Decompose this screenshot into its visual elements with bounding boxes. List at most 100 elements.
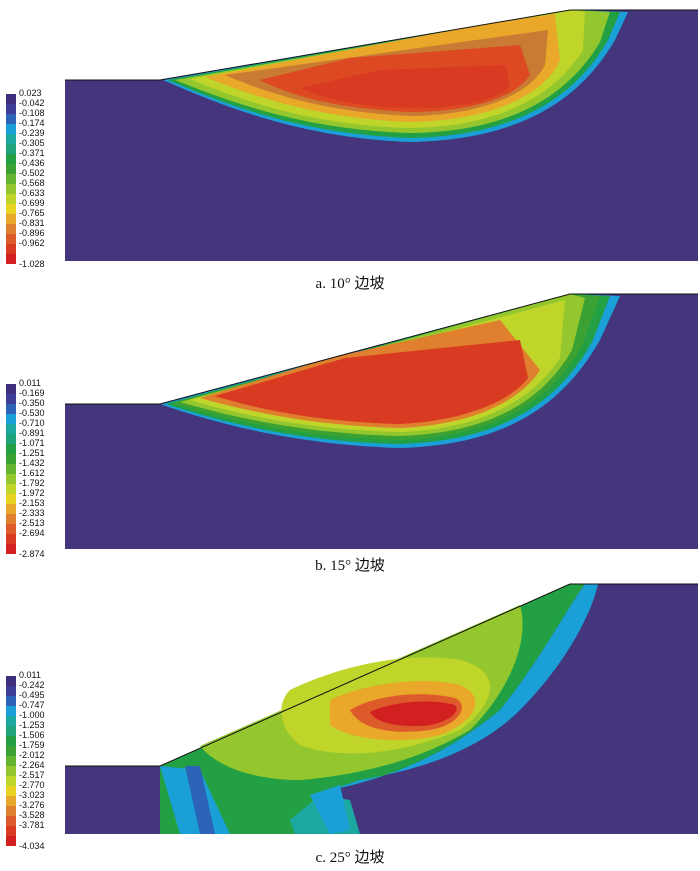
legend-row: -0.710 — [6, 418, 76, 435]
legend-swatch — [6, 464, 16, 474]
legend-row: -0.305 — [6, 138, 76, 155]
legend-swatch — [6, 524, 16, 534]
legend-swatch — [6, 114, 16, 124]
legend-row: -2.874-2.874 — [6, 544, 76, 559]
legend-swatch — [6, 234, 16, 244]
legend-row: -2.012 — [6, 750, 76, 767]
legend-label: 0.011 — [19, 670, 41, 680]
legend-swatch — [6, 184, 16, 194]
legend-swatch — [6, 504, 16, 514]
legend-label: -2.264 — [19, 760, 45, 770]
legend-label: -0.502 — [19, 168, 45, 178]
legend-label: -0.831 — [19, 218, 45, 228]
legend-row: 0.011 — [6, 670, 76, 687]
caption-b: b. 15° 边坡 — [315, 558, 385, 574]
legend-row: -0.502 — [6, 168, 76, 185]
legend-row: -4.034-4.034 — [6, 836, 76, 851]
legend-swatch — [6, 756, 16, 766]
legend-label: -0.174 — [19, 118, 45, 128]
legend-label: -0.896 — [19, 228, 45, 238]
legend-row: -0.831 — [6, 218, 76, 235]
legend-swatch — [6, 414, 16, 424]
contour-plot-c — [65, 583, 698, 834]
legend-row: -1.506 — [6, 730, 76, 747]
legend-swatch — [6, 796, 16, 806]
legend-label: -0.633 — [19, 188, 45, 198]
legend-row: 0.011 — [6, 378, 76, 395]
legend-row: -1.759 — [6, 740, 76, 757]
legend-label: -1.432 — [19, 458, 45, 468]
legend-label: -0.765 — [19, 208, 45, 218]
legend-swatch — [6, 494, 16, 504]
contour-plot-a — [65, 9, 698, 261]
legend-label: -3.528 — [19, 810, 45, 820]
legend-label: -2.770 — [19, 780, 45, 790]
legend-label: -0.305 — [19, 138, 45, 148]
caption-c: c. 25° 边坡 — [315, 850, 385, 866]
legend-row: -0.633 — [6, 188, 76, 205]
legend-row: -0.371 — [6, 148, 76, 165]
legend-row: -0.699 — [6, 198, 76, 215]
legend-swatch — [6, 484, 16, 494]
legend-row: -1.071 — [6, 438, 76, 455]
legend-row: -1.253 — [6, 720, 76, 737]
legend-swatch — [6, 424, 16, 434]
legend-label: -1.506 — [19, 730, 45, 740]
legend-label: -0.530 — [19, 408, 45, 418]
legend-label: -0.891 — [19, 428, 45, 438]
legend-row: -0.242 — [6, 680, 76, 697]
legend-row: -0.169 — [6, 388, 76, 405]
legend-label: -0.568 — [19, 178, 45, 188]
legend-swatch — [6, 726, 16, 736]
legend-row: -0.495 — [6, 690, 76, 707]
legend-row: -2.513 — [6, 518, 76, 535]
legend-row: -3.023 — [6, 790, 76, 807]
legend-row: -0.174 — [6, 118, 76, 135]
legend-swatch — [6, 766, 16, 776]
legend-row: -1.612 — [6, 468, 76, 485]
legend-swatch — [6, 534, 16, 544]
legend-label: -2.513 — [19, 518, 45, 528]
legend-label: -1.251 — [19, 448, 45, 458]
legend-row: -2.333 — [6, 508, 76, 525]
legend-swatch — [6, 434, 16, 444]
legend-row: -0.962 — [6, 238, 76, 255]
legend-swatch — [6, 776, 16, 786]
legend-label: -2.694 — [19, 528, 45, 538]
legend-label: -0.108 — [19, 108, 45, 118]
legend-swatch — [6, 404, 16, 414]
legend-label: -0.962 — [19, 238, 45, 248]
legend-label: -0.495 — [19, 690, 45, 700]
legend-row: -0.568 — [6, 178, 76, 195]
legend-swatch — [6, 786, 16, 796]
legend-swatch — [6, 836, 16, 846]
legend-label: -0.710 — [19, 418, 45, 428]
legend-label: -0.042 — [19, 98, 45, 108]
legend-swatch — [6, 164, 16, 174]
legend-row: -0.765 — [6, 208, 76, 225]
legend-label: -1.759 — [19, 740, 45, 750]
legend-label: -0.242 — [19, 680, 45, 690]
legend-swatch — [6, 676, 16, 686]
legend-row: -2.517 — [6, 770, 76, 787]
legend-swatch — [6, 224, 16, 234]
legend-swatch — [6, 544, 16, 554]
legend-label: -2.874 — [19, 549, 45, 559]
legend-label: -1.071 — [19, 438, 45, 448]
legend-swatch — [6, 254, 16, 264]
legend-row: -1.000 — [6, 710, 76, 727]
legend-swatch — [6, 706, 16, 716]
legend-row: -2.770 — [6, 780, 76, 797]
legend-swatch — [6, 716, 16, 726]
legend-swatch — [6, 514, 16, 524]
legend-row: -1.792 — [6, 478, 76, 495]
legend-label: -4.034 — [19, 841, 45, 851]
legend-swatch — [6, 194, 16, 204]
legend-row: 0.023 — [6, 88, 76, 105]
legend-swatch — [6, 806, 16, 816]
legend-row: -1.251 — [6, 448, 76, 465]
legend-label: -0.350 — [19, 398, 45, 408]
legend-swatch — [6, 826, 16, 836]
legend-swatch — [6, 204, 16, 214]
legend-row: -3.781 — [6, 820, 76, 837]
